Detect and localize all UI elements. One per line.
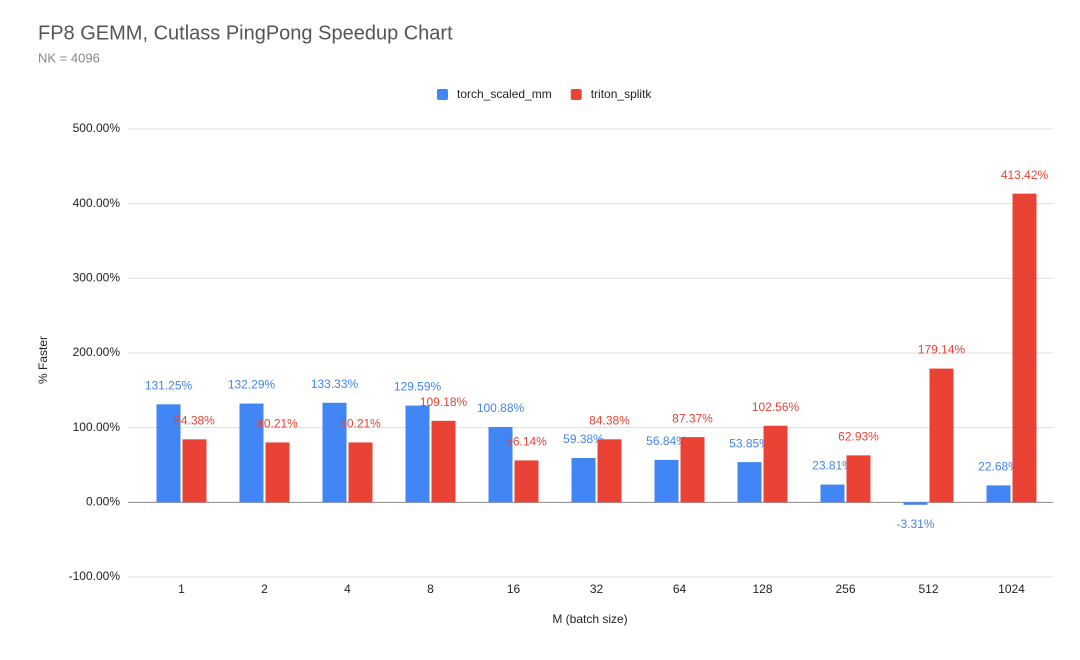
legend-label: triton_splitk <box>591 87 653 101</box>
legend-label: torch_scaled_mm <box>457 87 552 101</box>
data-label: 100.88% <box>477 401 525 415</box>
x-tick-label: 8 <box>427 582 434 596</box>
y-tick-label: 0.00% <box>86 495 120 509</box>
bar <box>737 462 762 503</box>
data-label: 109.18% <box>420 395 468 409</box>
bar <box>986 485 1011 503</box>
y-tick-label: 500.00% <box>73 121 121 135</box>
data-label: 53.85% <box>729 436 770 450</box>
y-tick-label: 400.00% <box>73 196 121 210</box>
bar <box>405 405 430 503</box>
bar <box>182 439 207 503</box>
bar <box>1012 193 1037 503</box>
data-label: 131.25% <box>145 379 193 393</box>
bar <box>680 437 705 503</box>
data-label: 84.38% <box>589 414 630 428</box>
data-label: 56.84% <box>646 434 687 448</box>
bar <box>322 402 347 503</box>
x-tick-label: 512 <box>918 582 938 596</box>
data-label: 179.14% <box>918 343 966 357</box>
x-tick-label: 2 <box>261 582 268 596</box>
data-label: 87.37% <box>672 411 713 425</box>
x-tick-label: 32 <box>590 582 604 596</box>
bar <box>348 442 373 503</box>
x-tick-label: 1024 <box>998 582 1025 596</box>
bar <box>239 403 264 503</box>
legend-swatch <box>570 89 582 100</box>
x-tick-label: 64 <box>673 582 687 596</box>
bar <box>820 484 845 503</box>
bar <box>488 427 513 503</box>
y-tick-label: 200.00% <box>73 345 121 359</box>
data-label: 84.38% <box>174 414 215 428</box>
x-tick-label: 128 <box>752 582 772 596</box>
data-label: 56.14% <box>506 435 547 449</box>
bar <box>846 455 871 503</box>
x-axis-label: M (batch size) <box>552 612 627 626</box>
y-tick-label: -100.00% <box>69 569 121 583</box>
bar <box>265 442 290 503</box>
y-tick-label: 100.00% <box>73 420 121 434</box>
data-label: 413.42% <box>1001 168 1049 182</box>
data-label: -3.31% <box>896 517 934 531</box>
data-label: 22.68% <box>978 460 1019 474</box>
bar <box>929 368 954 503</box>
x-tick-label: 1 <box>178 582 185 596</box>
bar <box>903 502 928 505</box>
data-label: 23.81% <box>812 459 853 473</box>
legend-swatch <box>437 89 448 100</box>
bar <box>156 404 181 503</box>
x-tick-label: 4 <box>344 582 351 596</box>
bar <box>431 420 456 503</box>
y-axis-label: % Faster <box>36 336 50 384</box>
data-label: 129.59% <box>394 380 442 394</box>
bar <box>654 459 679 503</box>
bar <box>763 425 788 503</box>
chart-subtitle: NK = 4096 <box>38 50 100 65</box>
data-label: 80.21% <box>257 417 298 431</box>
data-label: 59.38% <box>563 432 604 446</box>
bar <box>514 460 539 503</box>
data-label: 62.93% <box>838 430 879 444</box>
data-label: 102.56% <box>752 400 800 414</box>
chart-title: FP8 GEMM, Cutlass PingPong Speedup Chart <box>38 22 453 44</box>
bar <box>571 457 596 503</box>
x-tick-label: 256 <box>835 582 855 596</box>
x-tick-label: 16 <box>507 582 521 596</box>
data-label: 80.21% <box>340 417 381 431</box>
bar <box>597 439 622 503</box>
data-label: 132.29% <box>228 378 276 392</box>
y-tick-label: 300.00% <box>73 271 121 285</box>
data-label: 133.33% <box>311 377 359 391</box>
